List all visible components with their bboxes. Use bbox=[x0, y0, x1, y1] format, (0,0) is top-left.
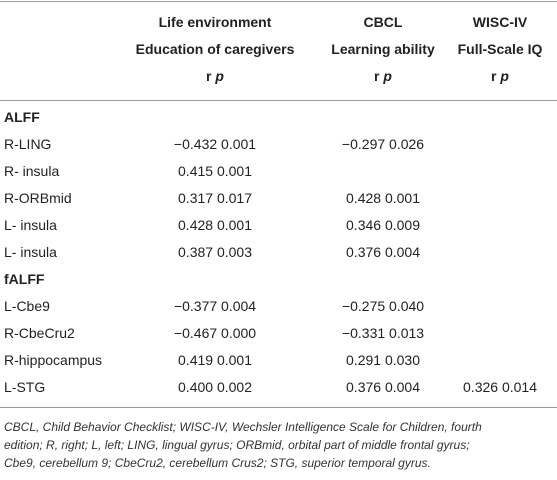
row-col1-value: 0.400 0.002 bbox=[178, 379, 252, 395]
row-col1-value: 0.387 0.003 bbox=[178, 244, 252, 260]
row-label: R-ORBmid bbox=[4, 190, 72, 206]
row-col3-value: 0.326 0.014 bbox=[463, 379, 537, 395]
table-footnote-line3: Cbe9, cerebellum 9; CbeCru2, cerebellum … bbox=[4, 456, 431, 470]
table-footnote-line1: CBCL, Child Behavior Checklist; WISC-IV,… bbox=[4, 420, 482, 434]
table-top-rule bbox=[0, 1, 557, 2]
section-title-falff: fALFF bbox=[4, 271, 45, 287]
col1-stat-p: p bbox=[215, 68, 224, 84]
row-col1-value: 0.415 0.001 bbox=[178, 163, 252, 179]
row-label: L- insula bbox=[4, 217, 57, 233]
row-label: R-LING bbox=[4, 136, 52, 152]
row-label: R-CbeCru2 bbox=[4, 325, 75, 341]
col1-stat-header: r p bbox=[206, 68, 224, 85]
row-col2-value: 0.376 0.004 bbox=[346, 379, 420, 395]
col3-header-line1: WISC-IV bbox=[472, 14, 528, 30]
col2-header-line2: Learning ability bbox=[331, 41, 435, 57]
col2-stat-r: r bbox=[374, 68, 380, 84]
row-label: R- insula bbox=[4, 163, 60, 179]
header-rule bbox=[0, 100, 557, 101]
row-col2-value: −0.331 0.013 bbox=[341, 325, 425, 341]
col1-header-line2: Education of caregivers bbox=[135, 41, 295, 57]
row-col2-value: 0.428 0.001 bbox=[346, 190, 420, 206]
row-label: L-Cbe9 bbox=[4, 298, 50, 314]
row-col2-value: −0.297 0.026 bbox=[341, 136, 425, 152]
row-col1-value: −0.377 0.004 bbox=[173, 298, 257, 314]
col1-header-line1: Life environment bbox=[158, 14, 272, 30]
section-title-alff: ALFF bbox=[4, 109, 40, 125]
col3-header-line2: Full-Scale IQ bbox=[457, 41, 543, 57]
table-bottom-rule bbox=[0, 407, 557, 408]
row-col1-value: −0.432 0.001 bbox=[173, 136, 257, 152]
row-label: L- insula bbox=[4, 244, 57, 260]
col2-stat-p: p bbox=[383, 68, 392, 84]
row-col1-value: 0.419 0.001 bbox=[178, 352, 252, 368]
col3-stat-r: r bbox=[491, 68, 497, 84]
table-footnote-line2: edition; R, right; L, left; LING, lingua… bbox=[4, 438, 470, 452]
row-col1-value: −0.467 0.000 bbox=[173, 325, 257, 341]
row-label: L-STG bbox=[4, 379, 46, 395]
row-label: R-hippocampus bbox=[4, 352, 103, 368]
row-col1-value: 0.428 0.001 bbox=[178, 217, 252, 233]
row-col1-value: 0.317 0.017 bbox=[178, 190, 252, 206]
col1-stat-r: r bbox=[206, 68, 212, 84]
row-col2-value: 0.376 0.004 bbox=[346, 244, 420, 260]
col3-stat-header: r p bbox=[491, 68, 509, 85]
col2-stat-header: r p bbox=[374, 68, 392, 85]
col3-stat-p: p bbox=[500, 68, 509, 84]
col2-header-line1: CBCL bbox=[363, 14, 403, 30]
row-col2-value: 0.346 0.009 bbox=[346, 217, 420, 233]
row-col2-value: 0.291 0.030 bbox=[346, 352, 420, 368]
row-col2-value: −0.275 0.040 bbox=[341, 298, 425, 314]
